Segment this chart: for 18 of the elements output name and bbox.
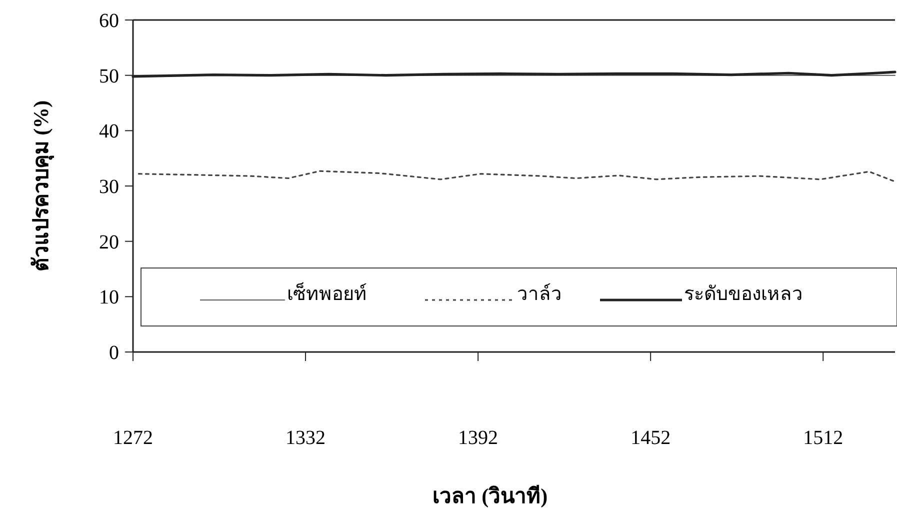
x-tick-label: 1392 [458,427,498,449]
y-tick-label: 60 [99,10,119,32]
legend-label: ระดับของเหลว [684,284,803,305]
y-tick-label: 40 [99,120,119,143]
legend-label: เซ็ทพอยท์ [287,281,367,305]
x-tick-label: 1452 [630,427,671,449]
y-tick-label: 10 [99,286,119,309]
legend-label: วาล์ว [517,283,562,305]
line-series [138,170,896,182]
y-axis-title: ตัวแปรควบคุม (%) [29,100,55,272]
x-axis-title: เวลา (วินาที) [432,484,548,508]
x-tick-label: 1512 [803,427,844,449]
y-tick-label: 0 [109,342,119,364]
x-tick-label: 1272 [113,427,153,449]
x-tick-label: 1332 [286,427,326,449]
y-tick-label: 30 [99,176,119,198]
y-tick-label: 50 [99,65,119,88]
y-tick-label: 20 [99,231,119,254]
